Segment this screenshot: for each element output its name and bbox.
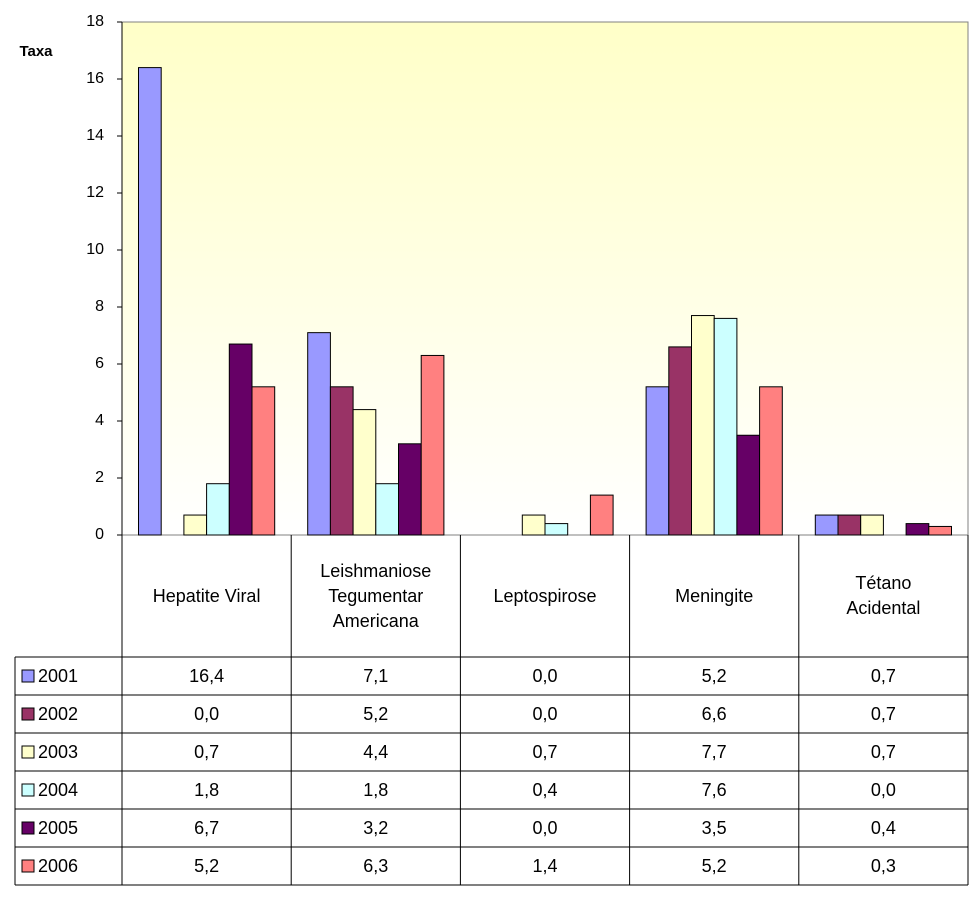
y-tick-label: 0 <box>95 526 104 543</box>
table-value: 5,2 <box>701 855 727 876</box>
y-tick-label: 16 <box>86 70 104 87</box>
category-label: Tétano Acidental <box>846 573 921 618</box>
table-value: 6,6 <box>701 703 727 724</box>
table-value: 1,8 <box>194 779 220 800</box>
bar <box>206 483 230 536</box>
table-value: 7,7 <box>701 741 727 762</box>
bar <box>183 514 208 536</box>
bar <box>352 409 377 536</box>
legend-label: 2005 <box>38 817 79 838</box>
bar <box>713 317 738 536</box>
table-value: 3,5 <box>701 817 727 838</box>
table-value: 0,7 <box>870 703 896 724</box>
table-value: 0,7 <box>194 741 220 762</box>
legend-swatch <box>21 821 35 835</box>
legend-label: 2001 <box>38 665 79 686</box>
legend-swatch <box>21 783 35 797</box>
bar <box>759 386 783 536</box>
y-tick-label: 14 <box>86 127 104 144</box>
category-label: Meningite <box>675 585 754 606</box>
table-value: 0,0 <box>532 817 558 838</box>
bar <box>645 386 670 536</box>
legend-label: 2004 <box>38 779 79 800</box>
legend-swatch <box>21 859 35 873</box>
category-label: Leptospirose <box>493 585 597 606</box>
bar <box>138 67 162 536</box>
table-value: 6,7 <box>194 817 220 838</box>
bar <box>928 525 952 536</box>
legend-label: 2002 <box>38 703 79 724</box>
y-tick-label: 2 <box>95 469 104 486</box>
bar <box>544 523 569 536</box>
table-value: 0,0 <box>532 665 558 686</box>
bar <box>736 434 761 536</box>
table-value: 5,2 <box>701 665 727 686</box>
table-value: 0,7 <box>870 741 896 762</box>
bar <box>691 315 715 536</box>
table-value: 7,1 <box>363 665 389 686</box>
table-value: 0,4 <box>870 817 896 838</box>
bar <box>251 386 276 536</box>
table-value: 0,4 <box>532 779 558 800</box>
bar <box>668 346 692 536</box>
bar <box>905 523 930 536</box>
y-tick-label: 10 <box>86 241 104 258</box>
table-value: 1,4 <box>532 855 558 876</box>
table-value: 0,3 <box>870 855 896 876</box>
table-value: 1,8 <box>363 779 389 800</box>
table-value: 4,4 <box>363 741 389 762</box>
legend-swatch <box>21 745 35 759</box>
table-value: 0,0 <box>532 703 558 724</box>
bar <box>228 343 253 536</box>
legend-label: 2003 <box>38 741 79 762</box>
table-value: 16,4 <box>189 665 225 686</box>
y-tick-label: 6 <box>95 355 104 372</box>
category-label: Leishmaniose Tegumentar Americana <box>320 560 432 631</box>
y-tick-label: 8 <box>95 298 104 315</box>
bar <box>589 494 614 536</box>
y-tick-label: 4 <box>95 412 104 429</box>
bar <box>420 354 445 536</box>
table-value: 0,0 <box>194 703 220 724</box>
legend-label: 2006 <box>38 855 79 876</box>
y-tick-label: 18 <box>86 13 104 30</box>
bar <box>329 386 354 536</box>
y-axis-label: Taxa <box>19 43 53 60</box>
bar <box>375 483 399 536</box>
bar <box>521 514 546 536</box>
bar <box>860 514 884 536</box>
y-tick-label: 12 <box>86 184 104 201</box>
table-value: 7,6 <box>701 779 727 800</box>
table-value: 0,7 <box>532 741 558 762</box>
bar <box>307 332 331 536</box>
table-value: 0,0 <box>870 779 896 800</box>
bar <box>814 514 839 536</box>
legend-swatch <box>21 707 35 721</box>
category-label: Hepatite Viral <box>152 585 261 606</box>
table-value: 0,7 <box>870 665 896 686</box>
bar <box>837 514 862 536</box>
table-value: 5,2 <box>363 703 389 724</box>
table-value: 3,2 <box>363 817 389 838</box>
bar <box>398 443 422 536</box>
table-value: 5,2 <box>194 855 220 876</box>
table-value: 6,3 <box>363 855 389 876</box>
legend-swatch <box>21 669 35 683</box>
